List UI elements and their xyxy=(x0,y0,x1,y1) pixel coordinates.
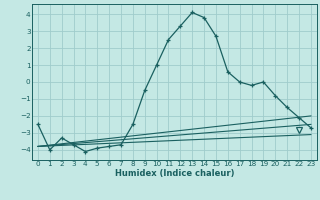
X-axis label: Humidex (Indice chaleur): Humidex (Indice chaleur) xyxy=(115,169,234,178)
